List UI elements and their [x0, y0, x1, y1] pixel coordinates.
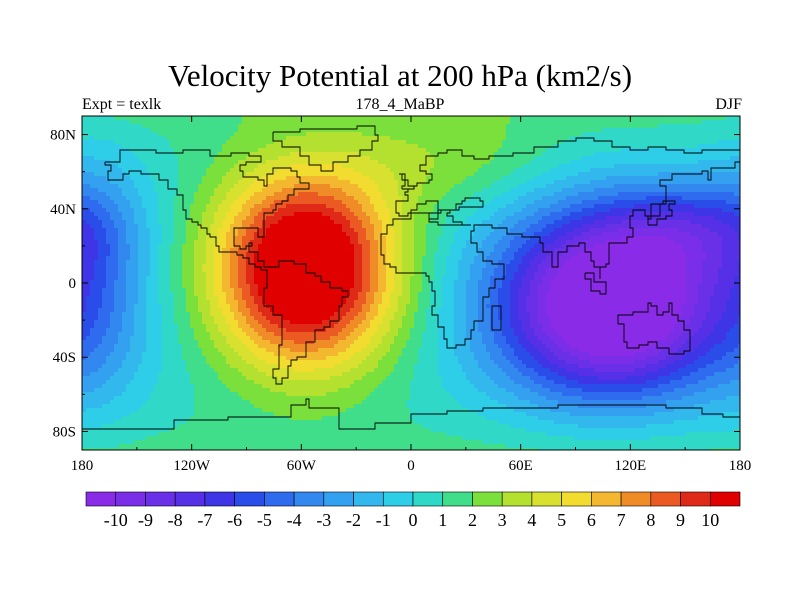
colorbar-box [591, 491, 622, 507]
colorbar-label: 2 [468, 510, 477, 530]
colorbar-label: -10 [104, 510, 128, 530]
contour-field [82, 116, 740, 450]
colorbar-label: 6 [587, 510, 596, 530]
coast-americas [104, 149, 349, 385]
x-tick-label: 180 [729, 458, 752, 474]
colorbar-box [264, 491, 295, 507]
colorbar-box [145, 491, 176, 507]
x-tick-label: 120W [173, 458, 211, 474]
colorbar-label: -4 [287, 510, 302, 530]
coast-greenland [272, 125, 379, 172]
colorbar-box [174, 491, 206, 507]
coast-australia [617, 302, 691, 355]
coast-antarctica [82, 398, 740, 430]
colorbar-label: -8 [168, 510, 183, 530]
plot-title: Velocity Potential at 200 hPa (km2/s) [167, 58, 633, 93]
coastlines [82, 125, 740, 430]
colorbar-box [353, 491, 384, 507]
colorbar-box [531, 491, 562, 507]
colorbar-label: 10 [701, 510, 719, 530]
coast-british-isles [399, 173, 415, 190]
colorbar-box [382, 491, 414, 507]
colorbar-box [412, 491, 444, 507]
colorbar-box [472, 491, 503, 507]
colorbar-label: 8 [646, 510, 655, 530]
colorbar-box [709, 491, 741, 507]
x-axis: 180 120W 60W 0 60E 120E 180 [71, 116, 752, 474]
colorbar-label: -2 [346, 510, 361, 530]
left-string: Expt = texlk [82, 96, 162, 113]
y-tick-label: 40N [50, 202, 76, 218]
x-tick-label: 120E [614, 458, 646, 474]
colorbar-label: 5 [557, 510, 566, 530]
colorbar-label: -6 [227, 510, 242, 530]
colorbar-label: 4 [527, 510, 536, 530]
colorbar-box [620, 491, 652, 507]
x-tick-label: 60W [287, 458, 317, 474]
colorbar-label: -1 [376, 510, 391, 530]
colorbar-box [204, 491, 235, 507]
y-tick-label: 0 [69, 276, 77, 292]
colorbar-box [442, 491, 473, 507]
coast-japan [647, 200, 676, 226]
colorbar: -10 -9 -8 -7 -6 -5 -4 -3 -2 -1 0 1 2 3 4 5 6 7 8 9 10 [85, 491, 741, 530]
colorbar-box [561, 491, 592, 507]
x-tick-label: 180 [71, 458, 94, 474]
x-tick-label: 60E [509, 458, 533, 474]
colorbar-label: 3 [498, 510, 507, 530]
colorbar-box [680, 491, 711, 507]
y-tick-label: 80S [53, 424, 76, 440]
coast-africa-eurasia [380, 137, 740, 349]
colorbar-box [234, 491, 265, 507]
y-tick-label: 80N [50, 128, 76, 144]
colorbar-label: 9 [676, 510, 685, 530]
y-tick-label: 40S [53, 350, 76, 366]
colorbar-label: -3 [316, 510, 331, 530]
colorbar-label: -7 [197, 510, 212, 530]
coast-borneo-sumatra [584, 272, 607, 295]
colorbar-label: -9 [138, 510, 153, 530]
colorbar-box [501, 491, 533, 507]
center-string: 178_4_MaBP [355, 96, 445, 113]
colorbar-label: 1 [438, 510, 447, 530]
colorbar-box [85, 491, 117, 507]
colorbar-box [650, 491, 681, 507]
colorbar-label: 0 [409, 510, 418, 530]
y-axis: 80N 40N 0 40S 80S [50, 128, 740, 440]
colorbar-box [323, 491, 354, 507]
x-tick-label: 0 [407, 458, 415, 474]
right-string: DJF [715, 96, 742, 113]
coast-madagascar [491, 305, 502, 331]
colorbar-label: -5 [257, 510, 272, 530]
colorbar-box [115, 491, 146, 507]
colorbar-box [293, 491, 325, 507]
colorbar-label: 7 [617, 510, 626, 530]
